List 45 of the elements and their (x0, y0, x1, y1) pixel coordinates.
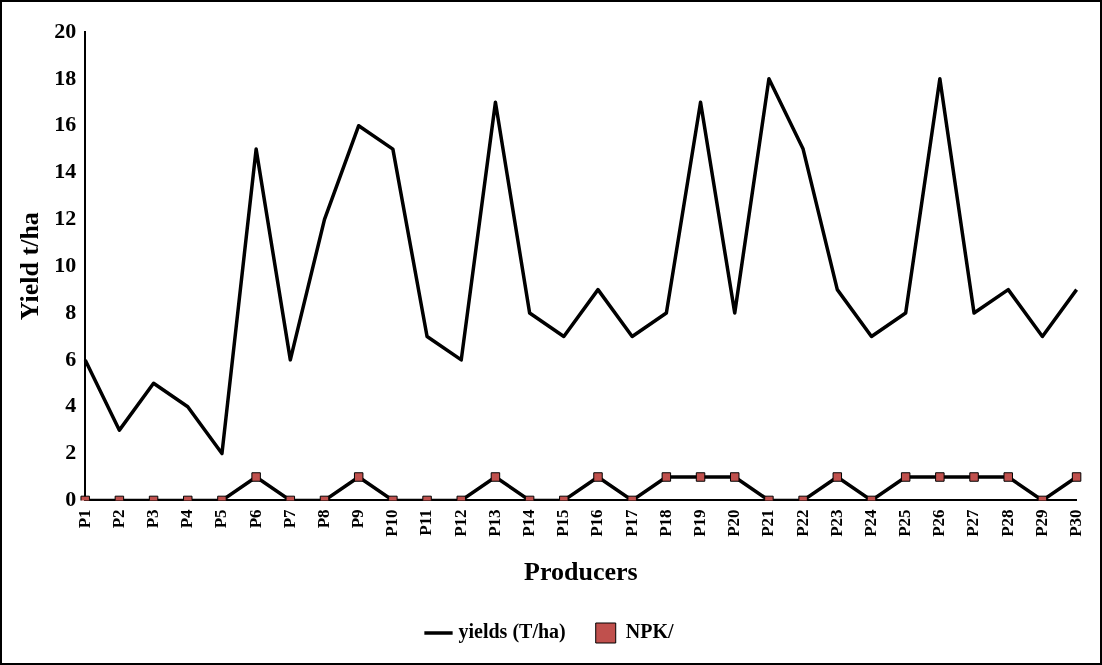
x-tick-label: P12 (450, 509, 470, 537)
x-tick-label: P9 (348, 509, 368, 529)
x-tick-label: P18 (655, 509, 675, 537)
y-tick-label: 10 (54, 251, 77, 277)
x-tick-label: P17 (621, 508, 641, 537)
x-axis-title: Producers (524, 557, 638, 587)
x-tick-label: P6 (245, 509, 265, 529)
x-tick-label: P10 (382, 509, 402, 537)
y-tick-label: 12 (54, 205, 77, 231)
y-tick-label: 18 (54, 64, 77, 90)
y-tick-label: 14 (54, 158, 77, 184)
x-tick-label: P7 (279, 508, 299, 529)
legend-label: yields (T/ha) (458, 620, 566, 644)
x-tick-label: P29 (1031, 509, 1051, 537)
y-tick-label: 8 (65, 298, 77, 324)
x-tick-label: P15 (553, 509, 573, 537)
x-tick-label: P16 (587, 509, 607, 537)
x-tick-label: P23 (826, 509, 846, 537)
x-tick-label: P28 (997, 509, 1017, 537)
y-axis-title: Yield t/ha (15, 212, 45, 321)
x-tick-label: P19 (689, 509, 709, 537)
x-tick-label: P25 (895, 509, 915, 537)
x-tick-label: P22 (792, 509, 812, 537)
legend-label: NPK/ (625, 620, 674, 643)
x-tick-label: P21 (758, 509, 778, 537)
x-tick-label: P20 (724, 509, 744, 537)
y-tick-label: 0 (65, 486, 77, 512)
x-tick-label: P1 (74, 509, 94, 529)
x-tick-label: P2 (108, 509, 128, 529)
x-tick-label: P3 (142, 509, 162, 529)
y-tick-label: 16 (54, 111, 77, 137)
x-tick-label: P8 (313, 509, 333, 529)
y-tick-label: 20 (54, 17, 77, 43)
x-tick-label: P30 (1065, 509, 1085, 537)
y-tick-label: 2 (65, 439, 77, 465)
y-tick-label: 4 (65, 392, 77, 418)
y-tick-label: 6 (65, 345, 77, 371)
x-tick-label: P5 (211, 509, 231, 529)
x-tick-label: P27 (963, 508, 983, 537)
x-tick-label: P4 (177, 508, 197, 529)
x-tick-label: P26 (929, 509, 949, 537)
x-tick-label: P13 (484, 509, 504, 537)
x-tick-label: P14 (519, 508, 539, 537)
x-tick-label: P24 (860, 508, 880, 537)
x-tick-label: P11 (416, 509, 436, 536)
